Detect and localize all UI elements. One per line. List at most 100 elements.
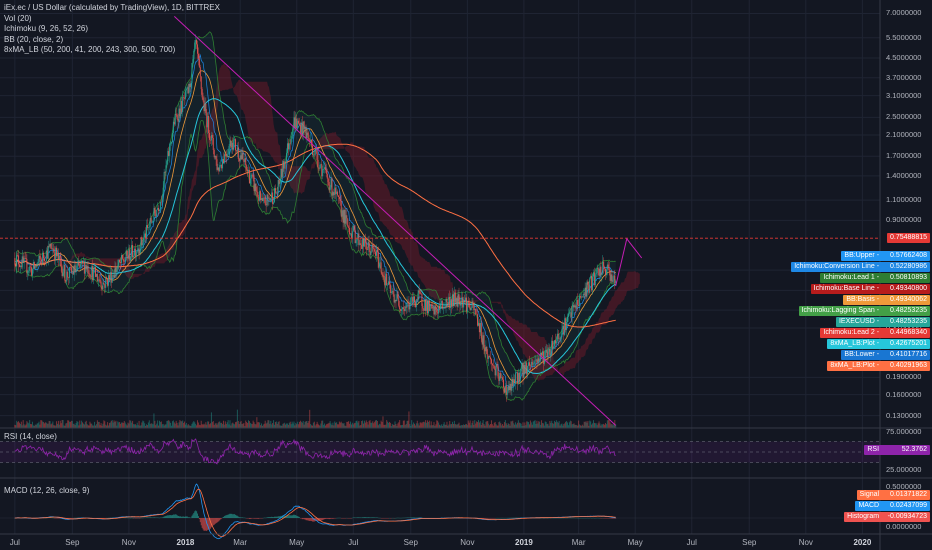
volume-bar: [575, 424, 577, 428]
volume-bar: [57, 420, 59, 428]
volume-bar: [529, 420, 531, 428]
macd-label[interactable]: MACD (12, 26, close, 9): [4, 486, 90, 495]
volume-bar: [213, 424, 215, 428]
candle-body: [146, 225, 148, 228]
volume-bar: [567, 425, 569, 428]
candle-body: [297, 120, 299, 129]
candle-body: [459, 301, 461, 306]
volume-bar: [296, 424, 298, 428]
candle-body: [294, 117, 296, 129]
macd-histogram-bar: [184, 516, 186, 518]
candle-body: [94, 267, 96, 269]
volume-bar: [489, 425, 491, 428]
volume-bar: [309, 409, 311, 428]
candle-body: [165, 165, 167, 173]
study-volume[interactable]: Vol (20): [4, 13, 32, 23]
candle-body: [108, 275, 110, 279]
candle-body: [208, 115, 210, 134]
candle-body: [597, 267, 599, 269]
candle-body: [334, 187, 336, 195]
candle-body: [99, 279, 101, 282]
volume-bar: [50, 424, 52, 428]
candle-body: [14, 258, 16, 265]
candle-body: [22, 256, 24, 262]
candle-body: [401, 307, 403, 310]
candle-body: [328, 181, 330, 191]
volume-bar: [472, 420, 474, 428]
volume-bar: [574, 424, 576, 428]
volume-bar: [59, 420, 61, 428]
volume-bar: [25, 424, 27, 428]
macd-histogram-bar: [192, 514, 194, 518]
rsi-label[interactable]: RSI (14, close): [4, 432, 57, 441]
volume-bars: [14, 409, 617, 428]
candle-body: [273, 202, 275, 204]
candle-body: [480, 322, 482, 339]
candle-body: [55, 247, 57, 260]
candle-body: [505, 385, 507, 395]
volume-bar: [52, 421, 54, 428]
candle-body: [479, 322, 481, 333]
volume-bar: [235, 421, 237, 428]
volume-bar: [424, 422, 426, 428]
candle-body: [259, 191, 261, 201]
candle-body: [353, 225, 355, 231]
candle-body: [355, 240, 357, 244]
volume-bar: [358, 420, 360, 428]
study-bollinger[interactable]: BB (20, close, 2): [4, 34, 64, 44]
volume-bar: [27, 422, 29, 428]
candle-body: [508, 386, 510, 390]
volume-bar: [197, 420, 199, 428]
candle-body: [399, 305, 401, 310]
volume-bar: [503, 422, 505, 428]
macd-histogram-bar: [239, 517, 241, 518]
volume-bar: [30, 424, 32, 428]
macd-histogram-bar: [236, 515, 238, 518]
macd-histogram-bar: [328, 518, 330, 520]
macd-histogram-bar: [308, 518, 310, 521]
volume-bar: [176, 422, 178, 428]
volume-bar: [521, 425, 523, 428]
volume-bar: [268, 420, 270, 428]
candle-body: [559, 338, 561, 340]
candle-body: [101, 285, 103, 290]
volume-bar: [64, 425, 66, 428]
volume-bar: [571, 424, 573, 428]
candle-body: [400, 309, 402, 311]
candle-body: [276, 192, 278, 194]
candle-body: [521, 363, 523, 369]
volume-bar: [240, 420, 242, 428]
macd-histogram-bar: [273, 517, 275, 518]
candle-body: [600, 266, 602, 275]
volume-bar: [377, 425, 379, 428]
volume-bar: [289, 421, 291, 428]
study-8xma[interactable]: 8xMA_LB (50, 200, 41, 200, 243, 300, 500…: [4, 45, 176, 54]
time-tick-label: Jul: [686, 538, 697, 547]
macd-histogram-bar: [147, 517, 149, 518]
indicator-tag: Ichimoku:Lead 2 - 0.44968340: [820, 328, 930, 338]
volume-bar: [58, 424, 60, 428]
candle-body: [512, 378, 514, 387]
candle-body: [386, 273, 388, 286]
candle-body: [158, 209, 160, 212]
volume-bar: [69, 421, 71, 428]
volume-bar: [37, 423, 39, 428]
volume-bar: [388, 422, 390, 428]
candle-body: [285, 161, 287, 163]
volume-bar: [419, 422, 421, 428]
study-ichimoku[interactable]: Ichimoku (9, 26, 52, 26): [4, 24, 89, 33]
price-tick-label: 3.1000000: [886, 90, 922, 100]
volume-bar: [399, 420, 401, 428]
volume-bar: [592, 420, 594, 428]
volume-bar: [366, 422, 368, 428]
volume-bar: [530, 422, 532, 428]
candle-body: [333, 192, 335, 195]
macd-histogram-bar: [250, 518, 252, 519]
candle-body: [307, 132, 309, 136]
price-tick-label: 5.5000000: [886, 32, 922, 42]
candle-body: [107, 275, 109, 286]
price-tick-label: 2.1000000: [886, 129, 922, 139]
candle-body: [47, 245, 49, 259]
candle-body: [68, 277, 70, 279]
